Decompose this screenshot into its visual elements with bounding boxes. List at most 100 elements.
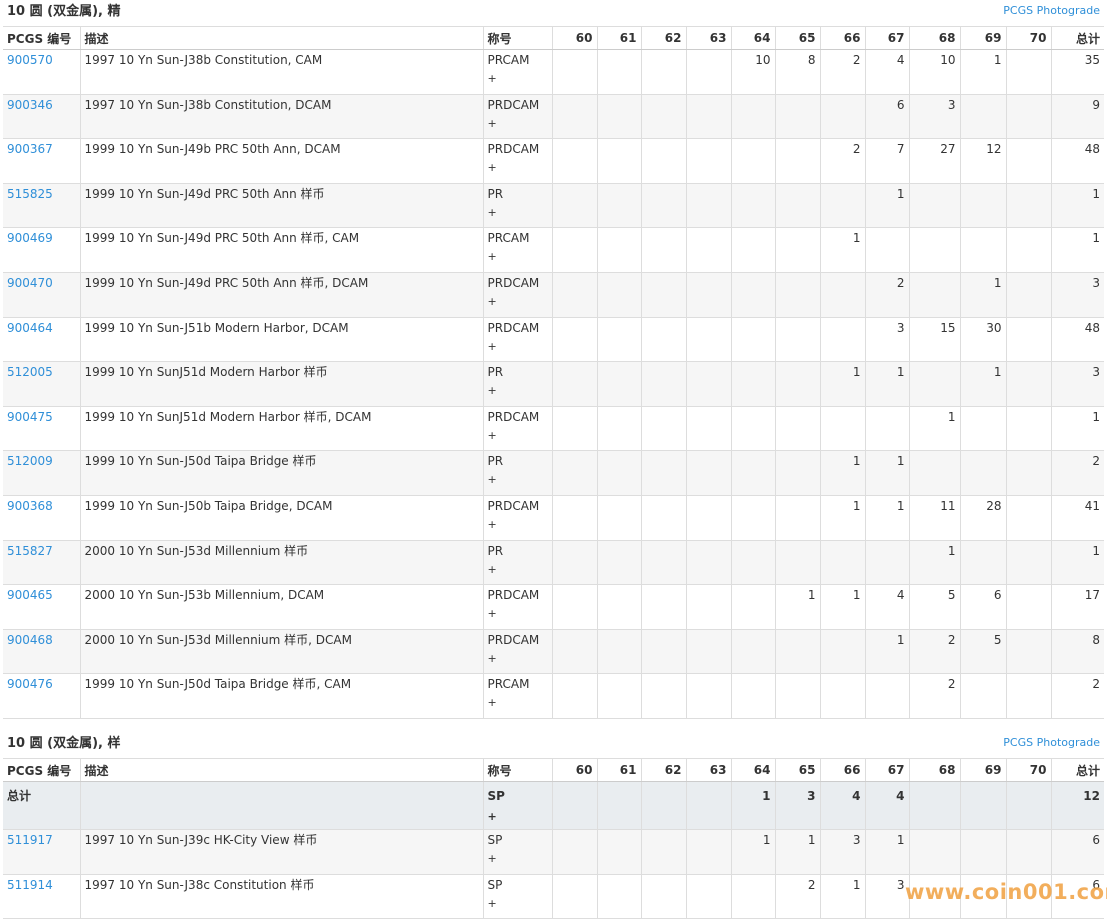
- count: 27: [940, 142, 956, 157]
- count-cell: 6: [1050, 874, 1104, 920]
- section-title: 10 圆 (双金属), 精: [7, 4, 121, 19]
- count-cell: [1005, 272, 1051, 318]
- count-cell: [685, 227, 731, 273]
- photograde-link[interactable]: PCGS Photograde: [1003, 4, 1100, 17]
- count-cell: 30: [959, 317, 1006, 363]
- pcgs-code[interactable]: 512005: [7, 365, 53, 380]
- table-row: 515825 1999 10 Yn Sun-J49d PRC 50th Ann 样…: [3, 183, 1104, 229]
- count-cell: [685, 49, 731, 95]
- count: 8: [1092, 632, 1100, 647]
- count: 6: [1092, 833, 1100, 847]
- header-cell: 69: [959, 26, 1006, 50]
- count-cell: 5: [959, 629, 1006, 675]
- pcgs-code[interactable]: 900464: [7, 320, 53, 335]
- count: 15: [940, 320, 956, 335]
- pcgs-code[interactable]: 900367: [7, 142, 53, 157]
- count-cell: 17: [1050, 584, 1104, 630]
- pcgs-code[interactable]: 900469: [7, 231, 53, 246]
- pcgs-code[interactable]: 900475: [7, 409, 53, 424]
- count: 10: [940, 53, 956, 67]
- table-row: 900468 2000 10 Yn Sun-J53d Millennium 样币,…: [3, 629, 1104, 675]
- count-cell: 1: [730, 829, 775, 875]
- pcgs-code[interactable]: 512009: [7, 454, 53, 469]
- table-body: 900570 1997 10 Yn Sun-J38b Constitution, …: [3, 49, 1104, 719]
- count-cell: [551, 584, 597, 630]
- count-cell: [819, 272, 865, 318]
- header-cell: 65: [774, 758, 820, 782]
- count-cell: [551, 227, 597, 273]
- count-cell: 9: [1050, 94, 1104, 140]
- description: 2000 10 Yn Sun-J53b Millennium, DCAM: [84, 588, 325, 603]
- count-cell: [819, 673, 865, 719]
- count-cell: [819, 629, 865, 675]
- count-cell: 1: [819, 874, 865, 920]
- count: 12: [1083, 789, 1100, 803]
- count-cell: [1005, 540, 1051, 586]
- code-cell: 900464: [3, 317, 80, 363]
- pcgs-code[interactable]: 总计: [7, 789, 32, 803]
- count: 2: [1092, 677, 1100, 692]
- designation-cell: PRDCAM +: [482, 495, 552, 541]
- count-cell: 35: [1050, 49, 1104, 95]
- count-cell: [774, 540, 820, 586]
- description: 2000 10 Yn Sun-J53d Millennium 样币: [84, 543, 309, 558]
- count-cell: [1005, 629, 1051, 675]
- description: 1997 10 Yn Sun-J39c HK-City View 样币: [84, 833, 318, 847]
- section-title: 10 圆 (双金属), 样: [7, 736, 121, 751]
- header-cell: 称号: [482, 758, 552, 782]
- count: 5: [947, 588, 956, 603]
- pcgs-code[interactable]: 515827: [7, 543, 53, 558]
- count-cell: [596, 540, 641, 586]
- designation: PRDCAM: [487, 409, 540, 424]
- pcgs-code[interactable]: 900470: [7, 275, 53, 290]
- count-cell: [685, 874, 731, 920]
- table-row: 900570 1997 10 Yn Sun-J38b Constitution, …: [3, 49, 1104, 95]
- pcgs-code[interactable]: 900368: [7, 498, 53, 513]
- count-cell: [640, 874, 686, 920]
- count-cell: [1005, 406, 1051, 452]
- count-cell: [730, 183, 775, 229]
- count: 48: [1084, 320, 1100, 335]
- header-cell: 称号: [482, 26, 552, 50]
- description-cell: 1997 10 Yn Sun-J38b Constitution, CAM: [79, 49, 483, 95]
- pcgs-code[interactable]: 900465: [7, 588, 53, 603]
- count: 1: [896, 498, 905, 513]
- count-cell: 2: [1050, 673, 1104, 719]
- count-cell: [959, 94, 1006, 140]
- count-cell: 7: [864, 138, 909, 184]
- description-cell: 1999 10 Yn Sun-J49d PRC 50th Ann 样币, DCA…: [79, 272, 483, 318]
- count-cell: 2: [819, 49, 865, 95]
- count-cell: [730, 94, 775, 140]
- description: 1997 10 Yn Sun-J38c Constitution 样币: [84, 877, 315, 892]
- count-cell: 27: [908, 138, 960, 184]
- pcgs-code[interactable]: 900346: [7, 97, 53, 112]
- plus: +: [487, 205, 497, 219]
- pcgs-code[interactable]: 511914: [7, 877, 53, 892]
- count-cell: 1: [819, 361, 865, 407]
- count: 9: [1092, 97, 1100, 112]
- count-cell: 1: [864, 495, 909, 541]
- count-cell: [864, 673, 909, 719]
- pcgs-code[interactable]: 515825: [7, 186, 53, 201]
- plus: +: [487, 72, 497, 85]
- description: 1997 10 Yn Sun-J38b Constitution, CAM: [84, 53, 323, 67]
- table-head: PCGS 编号 描述 称号 60 61 62 63 64 65 66 67 68 69 70 总计: [3, 758, 1104, 782]
- pcgs-code[interactable]: 900570: [7, 53, 53, 67]
- count-cell: 1: [959, 361, 1006, 407]
- plus: +: [487, 384, 497, 398]
- count: 1: [896, 632, 905, 647]
- count-cell: [774, 450, 820, 496]
- pcgs-code[interactable]: 900476: [7, 677, 53, 692]
- description-cell: 1999 10 Yn SunJ51d Modern Harbor 样币: [79, 361, 483, 407]
- pcgs-code[interactable]: 900468: [7, 632, 53, 647]
- count-cell: 3: [864, 317, 909, 363]
- count: 1: [896, 365, 905, 380]
- designation-cell: PR +: [482, 540, 552, 586]
- photograde-link[interactable]: PCGS Photograde: [1003, 736, 1100, 749]
- count-cell: [1005, 227, 1051, 273]
- pcgs-code[interactable]: 511917: [7, 833, 53, 847]
- designation-cell: PRDCAM +: [482, 317, 552, 363]
- count: 3: [1092, 365, 1100, 380]
- count-cell: [596, 138, 641, 184]
- count: 1: [852, 231, 861, 246]
